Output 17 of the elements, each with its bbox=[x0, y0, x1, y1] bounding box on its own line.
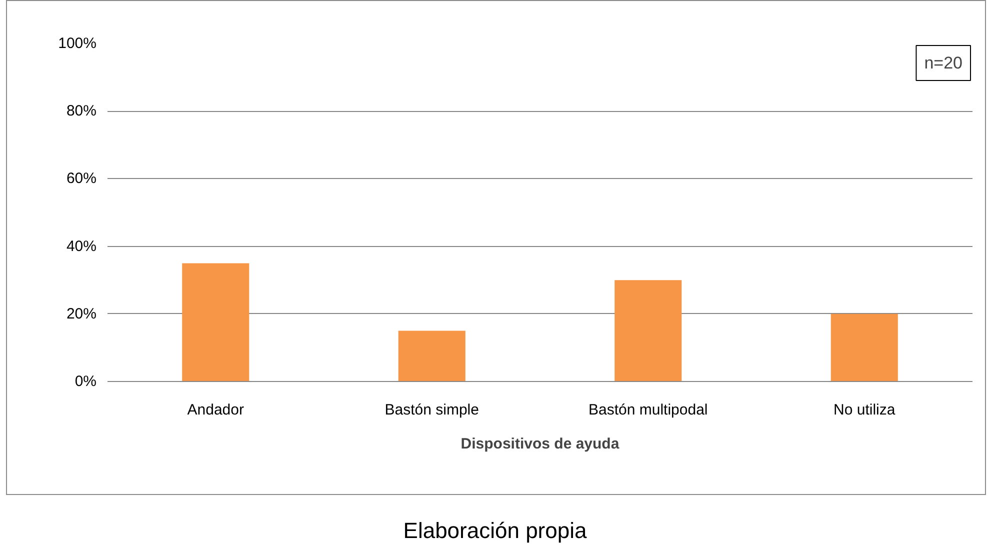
x-tick-label: No utiliza bbox=[834, 402, 896, 418]
x-tick-label: Bastón simple bbox=[384, 402, 479, 418]
x-tick-label: Andador bbox=[187, 402, 244, 418]
y-tick-label: 0% bbox=[74, 373, 97, 390]
x-tick-label: Bastón multipodal bbox=[588, 402, 708, 418]
bar bbox=[830, 314, 898, 382]
y-tick-label: 40% bbox=[66, 238, 97, 255]
text: Elaboración propia bbox=[403, 517, 587, 545]
y-tick-label: 100% bbox=[58, 35, 97, 52]
y-tick-label: 60% bbox=[66, 170, 97, 188]
bar bbox=[398, 330, 466, 382]
y-tick-label: 20% bbox=[66, 305, 97, 322]
bar bbox=[182, 263, 250, 382]
y-tick-label: 80% bbox=[66, 102, 97, 120]
annotation: n=20 bbox=[924, 54, 963, 72]
bar bbox=[614, 280, 682, 382]
x-axis-title: Dispositivos de ayuda bbox=[460, 436, 620, 452]
